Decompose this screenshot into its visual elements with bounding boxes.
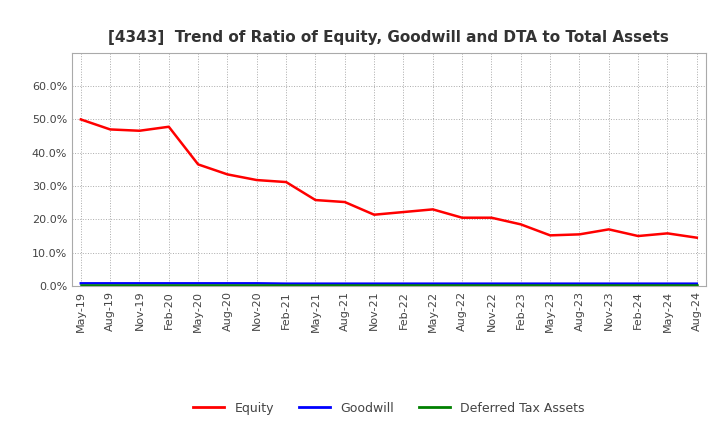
- Title: [4343]  Trend of Ratio of Equity, Goodwill and DTA to Total Assets: [4343] Trend of Ratio of Equity, Goodwil…: [109, 29, 669, 45]
- Legend: Equity, Goodwill, Deferred Tax Assets: Equity, Goodwill, Deferred Tax Assets: [188, 397, 590, 420]
